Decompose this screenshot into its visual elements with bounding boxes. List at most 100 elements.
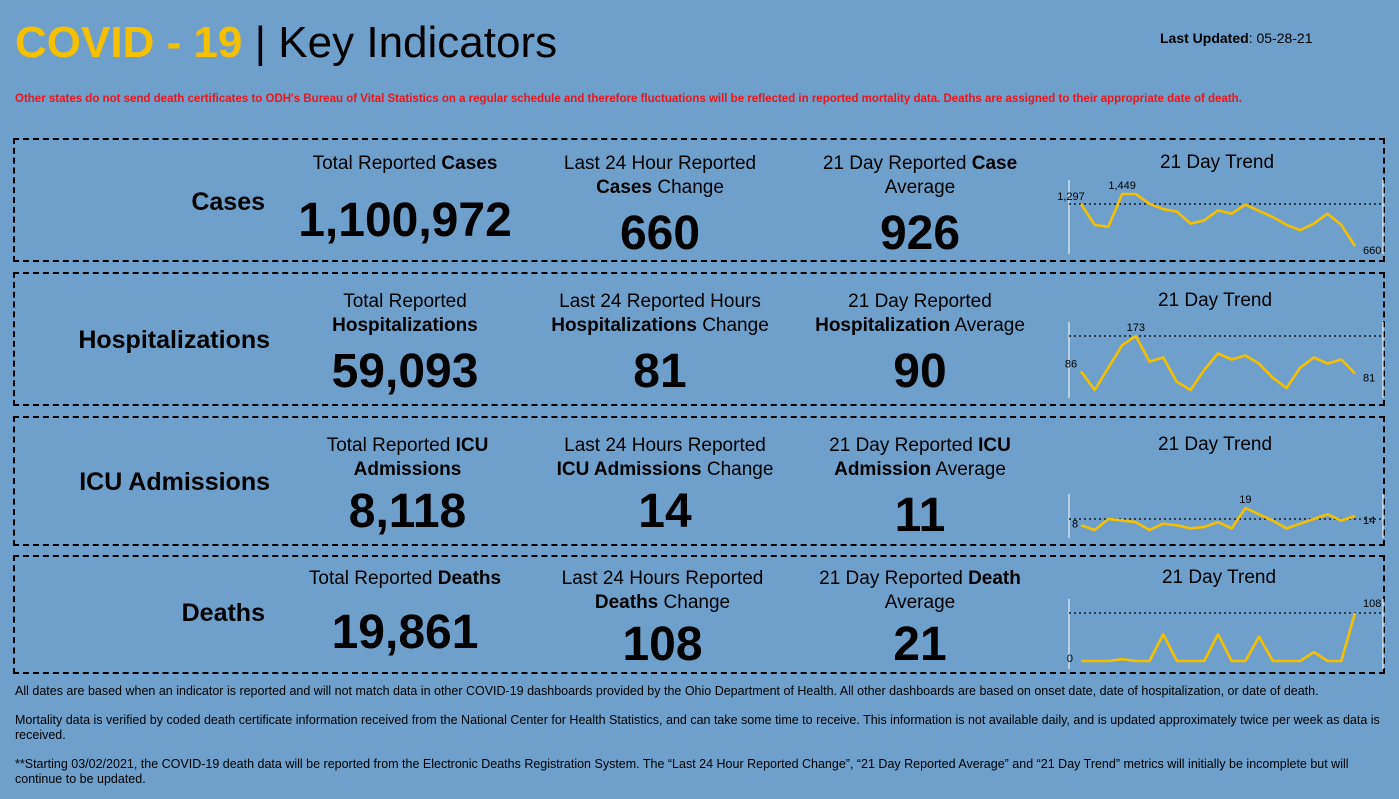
label-text: Change <box>696 315 769 336</box>
label-text: Average <box>884 177 956 198</box>
label-text: Last 24 Hour Reported <box>563 153 757 174</box>
icu-average-value: 11 <box>894 489 946 542</box>
icu-change-label: Last 24 Hours Reported ICU Admissions Cha… <box>535 434 795 482</box>
label-text: Average <box>931 459 1006 480</box>
trend-data-label: 86 <box>1065 358 1077 370</box>
trend-data-label: 1,297 <box>1057 191 1085 203</box>
trend-data-label: 173 <box>1127 322 1145 334</box>
cases-change-value: 660 <box>619 207 701 260</box>
label-bold: Hospitalization <box>815 315 951 336</box>
cases-total-label: Total Reported Cases <box>285 152 525 176</box>
trend-data-label: 0 <box>1067 653 1073 665</box>
last-updated: Last Updated: 05-28-21 <box>1160 30 1313 46</box>
mortality-notice: Other states do not send death certifica… <box>15 93 1242 105</box>
deaths-change-label: Last 24 Hours Reported Deaths Change <box>535 567 790 615</box>
label-text: Last 24 Hours Reported <box>561 568 764 589</box>
label-text: Last 24 Reported Hours <box>559 291 761 312</box>
footer-note-2: Mortality data is verified by coded deat… <box>15 713 1380 742</box>
trend-line <box>1081 612 1357 663</box>
label-text: 21 Day Reported <box>822 153 972 174</box>
label-bold: Hospitalizations <box>332 315 478 336</box>
trend-line <box>1080 506 1356 532</box>
deaths-total-label: Total Reported Deaths <box>285 567 525 591</box>
icu-average-label: 21 Day Reported ICU Admission Average <box>790 434 1050 482</box>
hospitalizations-trend-title: 21 Day Trend <box>1157 290 1273 311</box>
label-text: Total Reported <box>343 291 467 312</box>
label-text: Average <box>950 315 1025 336</box>
deaths-trend-chart: 0 108 <box>1067 599 1384 669</box>
trend-data-label: 19 <box>1239 494 1251 506</box>
cases-trend-chart: 1,297 1,449 660 <box>1057 180 1384 254</box>
hospitalizations-average-label: 21 Day Reported Hospitalization Average <box>790 290 1050 338</box>
deaths-total-value: 19,861 <box>331 606 479 659</box>
label-text: Change <box>652 177 724 198</box>
deaths-average-label: 21 Day Reported Death Average <box>790 567 1050 615</box>
trend-line <box>1079 334 1356 392</box>
deaths-trend-title: 21 Day Trend <box>1161 567 1277 588</box>
label-bold: Cases <box>441 153 498 174</box>
label-text: Change <box>658 592 731 613</box>
trend-data-label: 81 <box>1363 372 1375 384</box>
icu-total-value: 8,118 <box>348 485 467 538</box>
label-text: 21 Day Reported <box>848 291 992 312</box>
deaths-heading: Deaths <box>181 599 265 627</box>
title-separator: | <box>254 18 267 67</box>
icu-trend-title: 21 Day Trend <box>1157 434 1273 455</box>
label-text: Average <box>884 592 956 613</box>
last-updated-label: Last Updated <box>1160 30 1249 46</box>
hospitalizations-panel: Hospitalizations Total Reported Hospitali… <box>13 272 1385 406</box>
cases-trend-title: 21 Day Trend <box>1159 152 1275 173</box>
hospitalizations-heading: Hospitalizations <box>78 326 270 354</box>
label-text: 21 Day Reported <box>829 435 979 456</box>
deaths-panel: Deaths Total Reported Deaths 19,861 Last… <box>13 555 1385 674</box>
cases-panel: Cases Total Reported Cases 1,100,972 Las… <box>13 138 1385 262</box>
label-text: Total Reported <box>326 435 456 456</box>
icu-trend-chart: 8 19 14 <box>1068 494 1384 538</box>
icu-heading: ICU Admissions <box>79 468 270 496</box>
label-bold: ICU <box>978 435 1011 456</box>
deaths-change-value: 108 <box>622 618 703 671</box>
dashboard-title: COVID - 19 | Key Indicators <box>15 16 557 70</box>
trend-line <box>1079 192 1357 247</box>
label-bold: Deaths <box>437 568 502 589</box>
hospitalizations-total-label: Total Reported Hospitalizations <box>285 290 525 338</box>
label-bold: ICU Admissions <box>556 459 702 480</box>
hospitalizations-average-value: 90 <box>893 345 947 398</box>
label-bold: Deaths <box>594 592 659 613</box>
trend-data-label: 108 <box>1363 599 1381 610</box>
label-bold: ICU <box>455 435 489 456</box>
cases-change-label: Last 24 Hour Reported Cases Change <box>540 152 780 200</box>
trend-data-label: 8 <box>1072 518 1078 530</box>
cases-total-value: 1,100,972 <box>298 194 512 247</box>
footer-note-3: **Starting 03/02/2021, the COVID-19 deat… <box>15 757 1349 786</box>
label-bold: Hospitalizations <box>551 315 697 336</box>
label-text: Last 24 Hours Reported <box>564 435 766 456</box>
cases-average-value: 926 <box>879 207 961 260</box>
label-bold: Death <box>968 568 1021 589</box>
label-bold: Admissions <box>353 459 462 480</box>
hospitalizations-change-value: 81 <box>633 345 687 398</box>
label-text: 21 Day Reported <box>819 568 969 589</box>
label-text: Total Reported <box>308 568 438 589</box>
label-bold: Cases <box>596 177 653 198</box>
icu-change-value: 14 <box>638 485 692 538</box>
trend-data-label: 1,449 <box>1108 180 1136 192</box>
hospitalizations-total-value: 59,093 <box>331 345 479 398</box>
trend-data-label: 14 <box>1363 515 1375 527</box>
cases-heading: Cases <box>191 188 265 216</box>
hospitalizations-change-label: Last 24 Reported Hours Hospitalizations C… <box>530 290 790 338</box>
last-updated-value: : 05-28-21 <box>1248 30 1313 46</box>
deaths-average-value: 21 <box>893 618 947 671</box>
trend-data-label: 660 <box>1363 245 1381 254</box>
icu-total-label: Total Reported ICU Admissions <box>285 434 530 482</box>
label-text: Change <box>701 459 774 480</box>
icu-panel: ICU Admissions Total Reported ICU Admissi… <box>13 416 1385 546</box>
cases-average-label: 21 Day Reported Case Average <box>790 152 1050 200</box>
title-main: Key Indicators <box>278 18 558 67</box>
footer-note-1: All dates are based when an indicator is… <box>15 684 1319 698</box>
label-text: Total Reported <box>312 153 442 174</box>
hospitalizations-trend-chart: 86 173 81 <box>1065 322 1384 398</box>
title-accent: COVID - 19 <box>15 18 243 67</box>
label-bold: Admission <box>834 459 932 480</box>
label-bold: Case <box>971 153 1018 174</box>
